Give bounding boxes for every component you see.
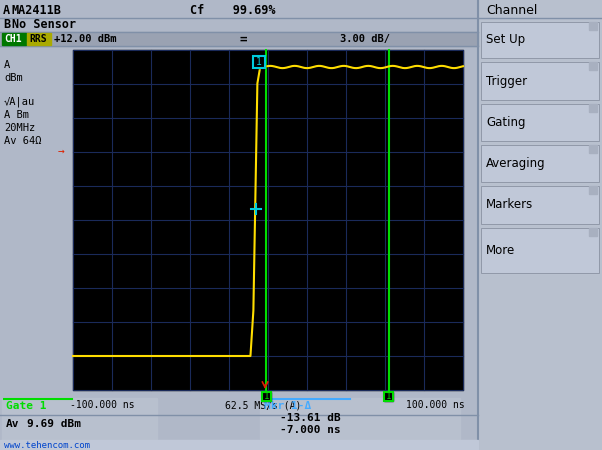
Bar	[589, 145, 597, 153]
Bar	[481, 228, 599, 273]
Text: A: A	[4, 60, 10, 70]
Bar	[481, 104, 599, 141]
Text: More: More	[486, 244, 515, 257]
Bar	[589, 228, 597, 236]
Text: Gating: Gating	[486, 116, 526, 129]
Bar	[481, 22, 599, 58]
Bar	[481, 228, 599, 273]
Bar	[481, 145, 599, 182]
Text: CH1: CH1	[4, 34, 22, 44]
Text: 3.00 dB/: 3.00 dB/	[340, 34, 390, 44]
Text: 62.5 MS/s (A): 62.5 MS/s (A)	[225, 400, 301, 410]
Bar	[481, 186, 599, 224]
Bar	[261, 392, 270, 401]
Bar	[481, 62, 599, 100]
Bar	[0, 18, 478, 32]
Bar	[481, 104, 599, 141]
Text: √A|au: √A|au	[4, 97, 36, 107]
Bar	[0, 0, 478, 18]
Text: 9.69 dBm: 9.69 dBm	[27, 419, 81, 429]
Text: -13.61 dB: -13.61 dB	[280, 413, 341, 423]
Text: dBm: dBm	[4, 73, 23, 83]
Text: B: B	[3, 18, 10, 32]
Text: www.tehencom.com: www.tehencom.com	[4, 441, 90, 450]
Text: -100.000 ns: -100.000 ns	[70, 400, 135, 410]
Bar	[385, 392, 393, 401]
Text: A: A	[3, 4, 10, 17]
Bar	[253, 56, 265, 68]
Bar	[481, 186, 599, 224]
Text: Averaging: Averaging	[486, 157, 545, 170]
Text: Markers: Markers	[486, 198, 533, 211]
Bar	[589, 104, 597, 112]
Bar	[481, 62, 599, 100]
Text: No Sensor: No Sensor	[12, 18, 76, 32]
Bar	[589, 186, 597, 194]
Bar	[589, 22, 597, 30]
Bar	[589, 62, 597, 70]
Bar	[0, 32, 478, 46]
Bar	[0, 50, 73, 390]
Text: MA2411B: MA2411B	[12, 4, 62, 17]
Bar	[481, 145, 599, 182]
Text: Mkr 1-Δ: Mkr 1-Δ	[264, 401, 311, 411]
Text: Set Up: Set Up	[486, 33, 525, 46]
Text: RRS: RRS	[29, 34, 46, 44]
Bar	[2, 33, 26, 45]
Text: 100.000 ns: 100.000 ns	[406, 400, 465, 410]
Bar	[253, 56, 265, 68]
Text: A Bm: A Bm	[4, 110, 29, 120]
Bar	[0, 440, 478, 450]
Bar	[27, 33, 51, 45]
Text: Cf    99.69%: Cf 99.69%	[190, 4, 276, 17]
Text: 20MHz: 20MHz	[4, 123, 36, 133]
Text: →: →	[58, 147, 64, 157]
Text: Trigger: Trigger	[486, 75, 527, 87]
Text: 1: 1	[263, 392, 268, 401]
Bar	[481, 22, 599, 58]
Text: +12.00 dBm: +12.00 dBm	[54, 34, 117, 44]
Bar	[478, 0, 602, 450]
Text: -7.000 ns: -7.000 ns	[280, 425, 341, 435]
Bar	[2, 398, 157, 440]
Text: Gate 1: Gate 1	[6, 401, 46, 411]
Bar	[260, 398, 460, 440]
Text: Av 64Ω: Av 64Ω	[4, 136, 42, 146]
Text: Channel: Channel	[486, 4, 538, 17]
Text: 1: 1	[256, 57, 262, 67]
Bar	[73, 50, 463, 390]
Text: =: =	[240, 32, 247, 45]
Bar	[261, 392, 270, 401]
Text: 1: 1	[386, 392, 391, 401]
Bar	[385, 392, 393, 401]
Text: Av: Av	[6, 419, 19, 429]
